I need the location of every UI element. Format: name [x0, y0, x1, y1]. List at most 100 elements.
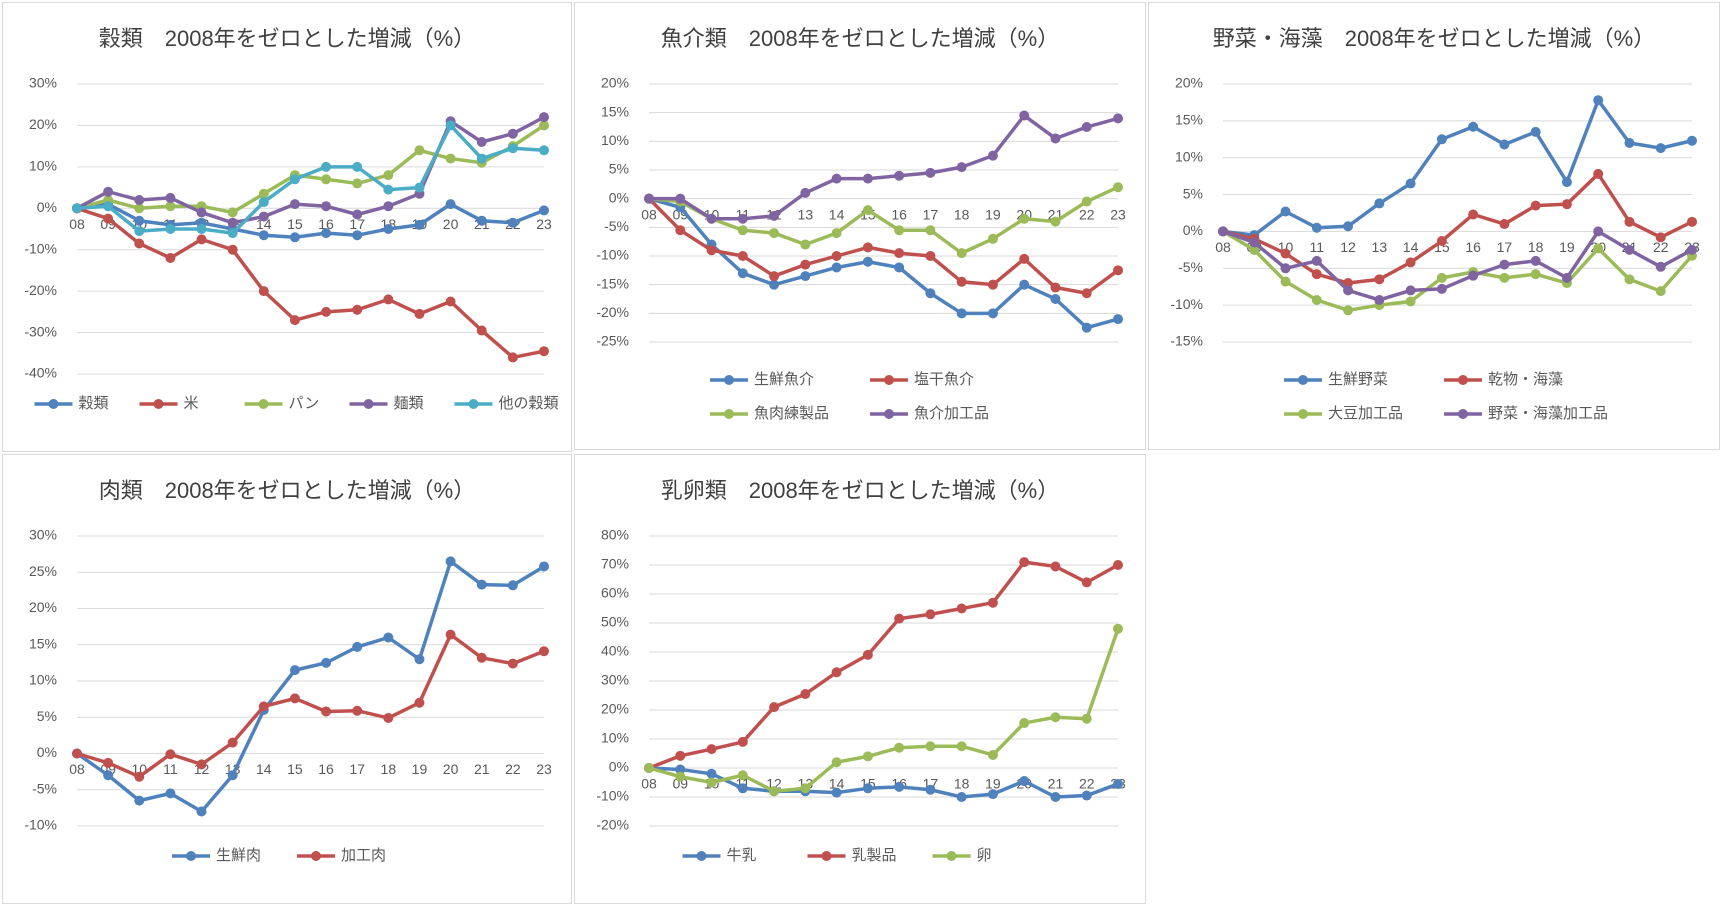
- point: [414, 182, 425, 193]
- point: [1405, 178, 1416, 189]
- point: [925, 251, 936, 261]
- point: [134, 795, 145, 806]
- point: [862, 256, 873, 267]
- point: [1499, 259, 1510, 270]
- legend-marker: [1298, 375, 1308, 385]
- legend-label: 大豆加工品: [1328, 405, 1403, 422]
- point: [165, 192, 176, 203]
- point: [706, 777, 717, 788]
- x-tick-label: 13: [1372, 239, 1388, 255]
- point: [831, 228, 842, 239]
- point: [414, 697, 425, 708]
- y-tick-label: 20%: [601, 75, 629, 91]
- point: [1311, 294, 1322, 305]
- point: [1499, 272, 1510, 283]
- point: [445, 199, 456, 210]
- point: [1655, 286, 1666, 297]
- y-tick-label: 10%: [29, 672, 57, 688]
- panel-frame: [574, 2, 1146, 450]
- point: [476, 325, 487, 336]
- point: [1081, 122, 1092, 132]
- y-tick-label: 60%: [601, 585, 629, 601]
- point: [737, 225, 748, 236]
- point: [383, 224, 394, 234]
- x-tick-label: 18: [954, 206, 970, 222]
- legend-label: 生鮮野菜: [1328, 371, 1388, 388]
- point: [1311, 255, 1322, 266]
- point: [1561, 199, 1572, 210]
- point: [352, 209, 363, 220]
- x-tick-label: 17: [1497, 239, 1513, 255]
- point: [1311, 222, 1322, 233]
- y-tick-label: 0%: [1183, 222, 1203, 238]
- point: [507, 128, 518, 139]
- point: [1374, 274, 1385, 285]
- y-tick-label: 20%: [1175, 75, 1203, 91]
- point: [1311, 269, 1322, 280]
- y-tick-label: -25%: [596, 333, 629, 349]
- point: [800, 259, 811, 270]
- point: [507, 658, 518, 669]
- legend-marker: [724, 375, 734, 385]
- legend-label: 乾物・海藻: [1488, 371, 1563, 388]
- y-tick-label: 25%: [29, 563, 57, 579]
- point: [1624, 244, 1635, 255]
- y-tick-label: -20%: [596, 304, 629, 320]
- point: [352, 178, 363, 189]
- legend-marker: [468, 399, 479, 409]
- x-tick-label: 19: [1559, 239, 1575, 255]
- point: [476, 579, 487, 590]
- point: [987, 308, 998, 319]
- legend-marker: [311, 851, 321, 861]
- point: [1374, 294, 1385, 305]
- x-tick-label: 19: [985, 776, 1001, 792]
- panel-frame: [574, 454, 1146, 904]
- y-tick-label: 70%: [601, 556, 629, 572]
- point: [476, 137, 487, 147]
- chart-panel: 30%20%10%0%-10%-20%-30%-40%0809101112131…: [2, 2, 572, 452]
- point: [134, 215, 145, 226]
- point: [196, 224, 207, 234]
- y-tick-label: 15%: [601, 103, 629, 119]
- point: [769, 210, 780, 221]
- point: [1530, 269, 1541, 280]
- point: [675, 750, 686, 761]
- chart-title: 野菜・海藻 2008年をゼロとした増減（%）: [1213, 26, 1656, 51]
- x-tick-label: 14: [256, 761, 272, 777]
- series-line: [648, 185, 1119, 255]
- point: [1019, 253, 1030, 264]
- x-tick-label: 08: [1215, 239, 1231, 255]
- point: [1019, 557, 1030, 568]
- point: [987, 233, 998, 244]
- y-tick-label: 15%: [1175, 112, 1203, 128]
- point: [862, 242, 873, 253]
- series-line: [75, 559, 545, 814]
- point: [862, 649, 873, 660]
- legend-label: 牛乳: [727, 847, 757, 864]
- legend-label: 生鮮肉: [216, 847, 261, 864]
- point: [1343, 285, 1354, 296]
- point: [925, 784, 936, 795]
- y-tick-label: -40%: [24, 365, 57, 381]
- point: [894, 225, 905, 236]
- point: [1436, 272, 1447, 283]
- point: [103, 201, 114, 212]
- point: [1593, 226, 1604, 237]
- y-tick-label: -10%: [24, 240, 57, 256]
- legend-label: 魚肉練製品: [754, 405, 829, 422]
- point: [103, 770, 114, 781]
- y-tick-label: 0%: [609, 759, 629, 775]
- x-tick-label: 21: [474, 761, 490, 777]
- point: [1019, 718, 1030, 729]
- legend-marker: [884, 375, 894, 385]
- legend-marker: [153, 399, 164, 409]
- x-tick-label: 16: [318, 761, 334, 777]
- point: [103, 757, 114, 768]
- point: [800, 689, 811, 700]
- y-tick-label: 30%: [29, 75, 57, 91]
- x-tick-label: 08: [69, 216, 85, 232]
- legend-marker: [258, 399, 269, 409]
- point: [1687, 244, 1697, 255]
- y-tick-label: 80%: [601, 527, 629, 543]
